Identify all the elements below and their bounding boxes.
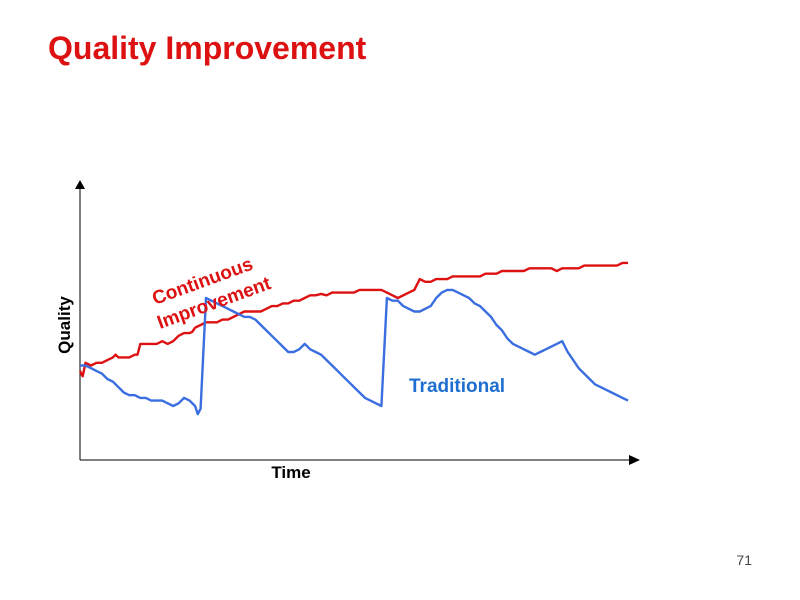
series-line-traditional: [80, 288, 629, 416]
x-axis-arrowhead: [629, 455, 640, 465]
y-axis-label: Quality: [55, 296, 74, 354]
y-axis-arrowhead: [75, 180, 85, 189]
x-axis-label: Time: [271, 463, 310, 482]
slide-title: Quality Improvement: [48, 30, 367, 66]
series-layer: [78, 261, 629, 416]
series-line-continuous-improvement: [78, 261, 628, 378]
series-label-traditional: Traditional: [409, 376, 505, 397]
chart-axes: [75, 180, 640, 465]
slide-number: 71: [736, 552, 752, 568]
